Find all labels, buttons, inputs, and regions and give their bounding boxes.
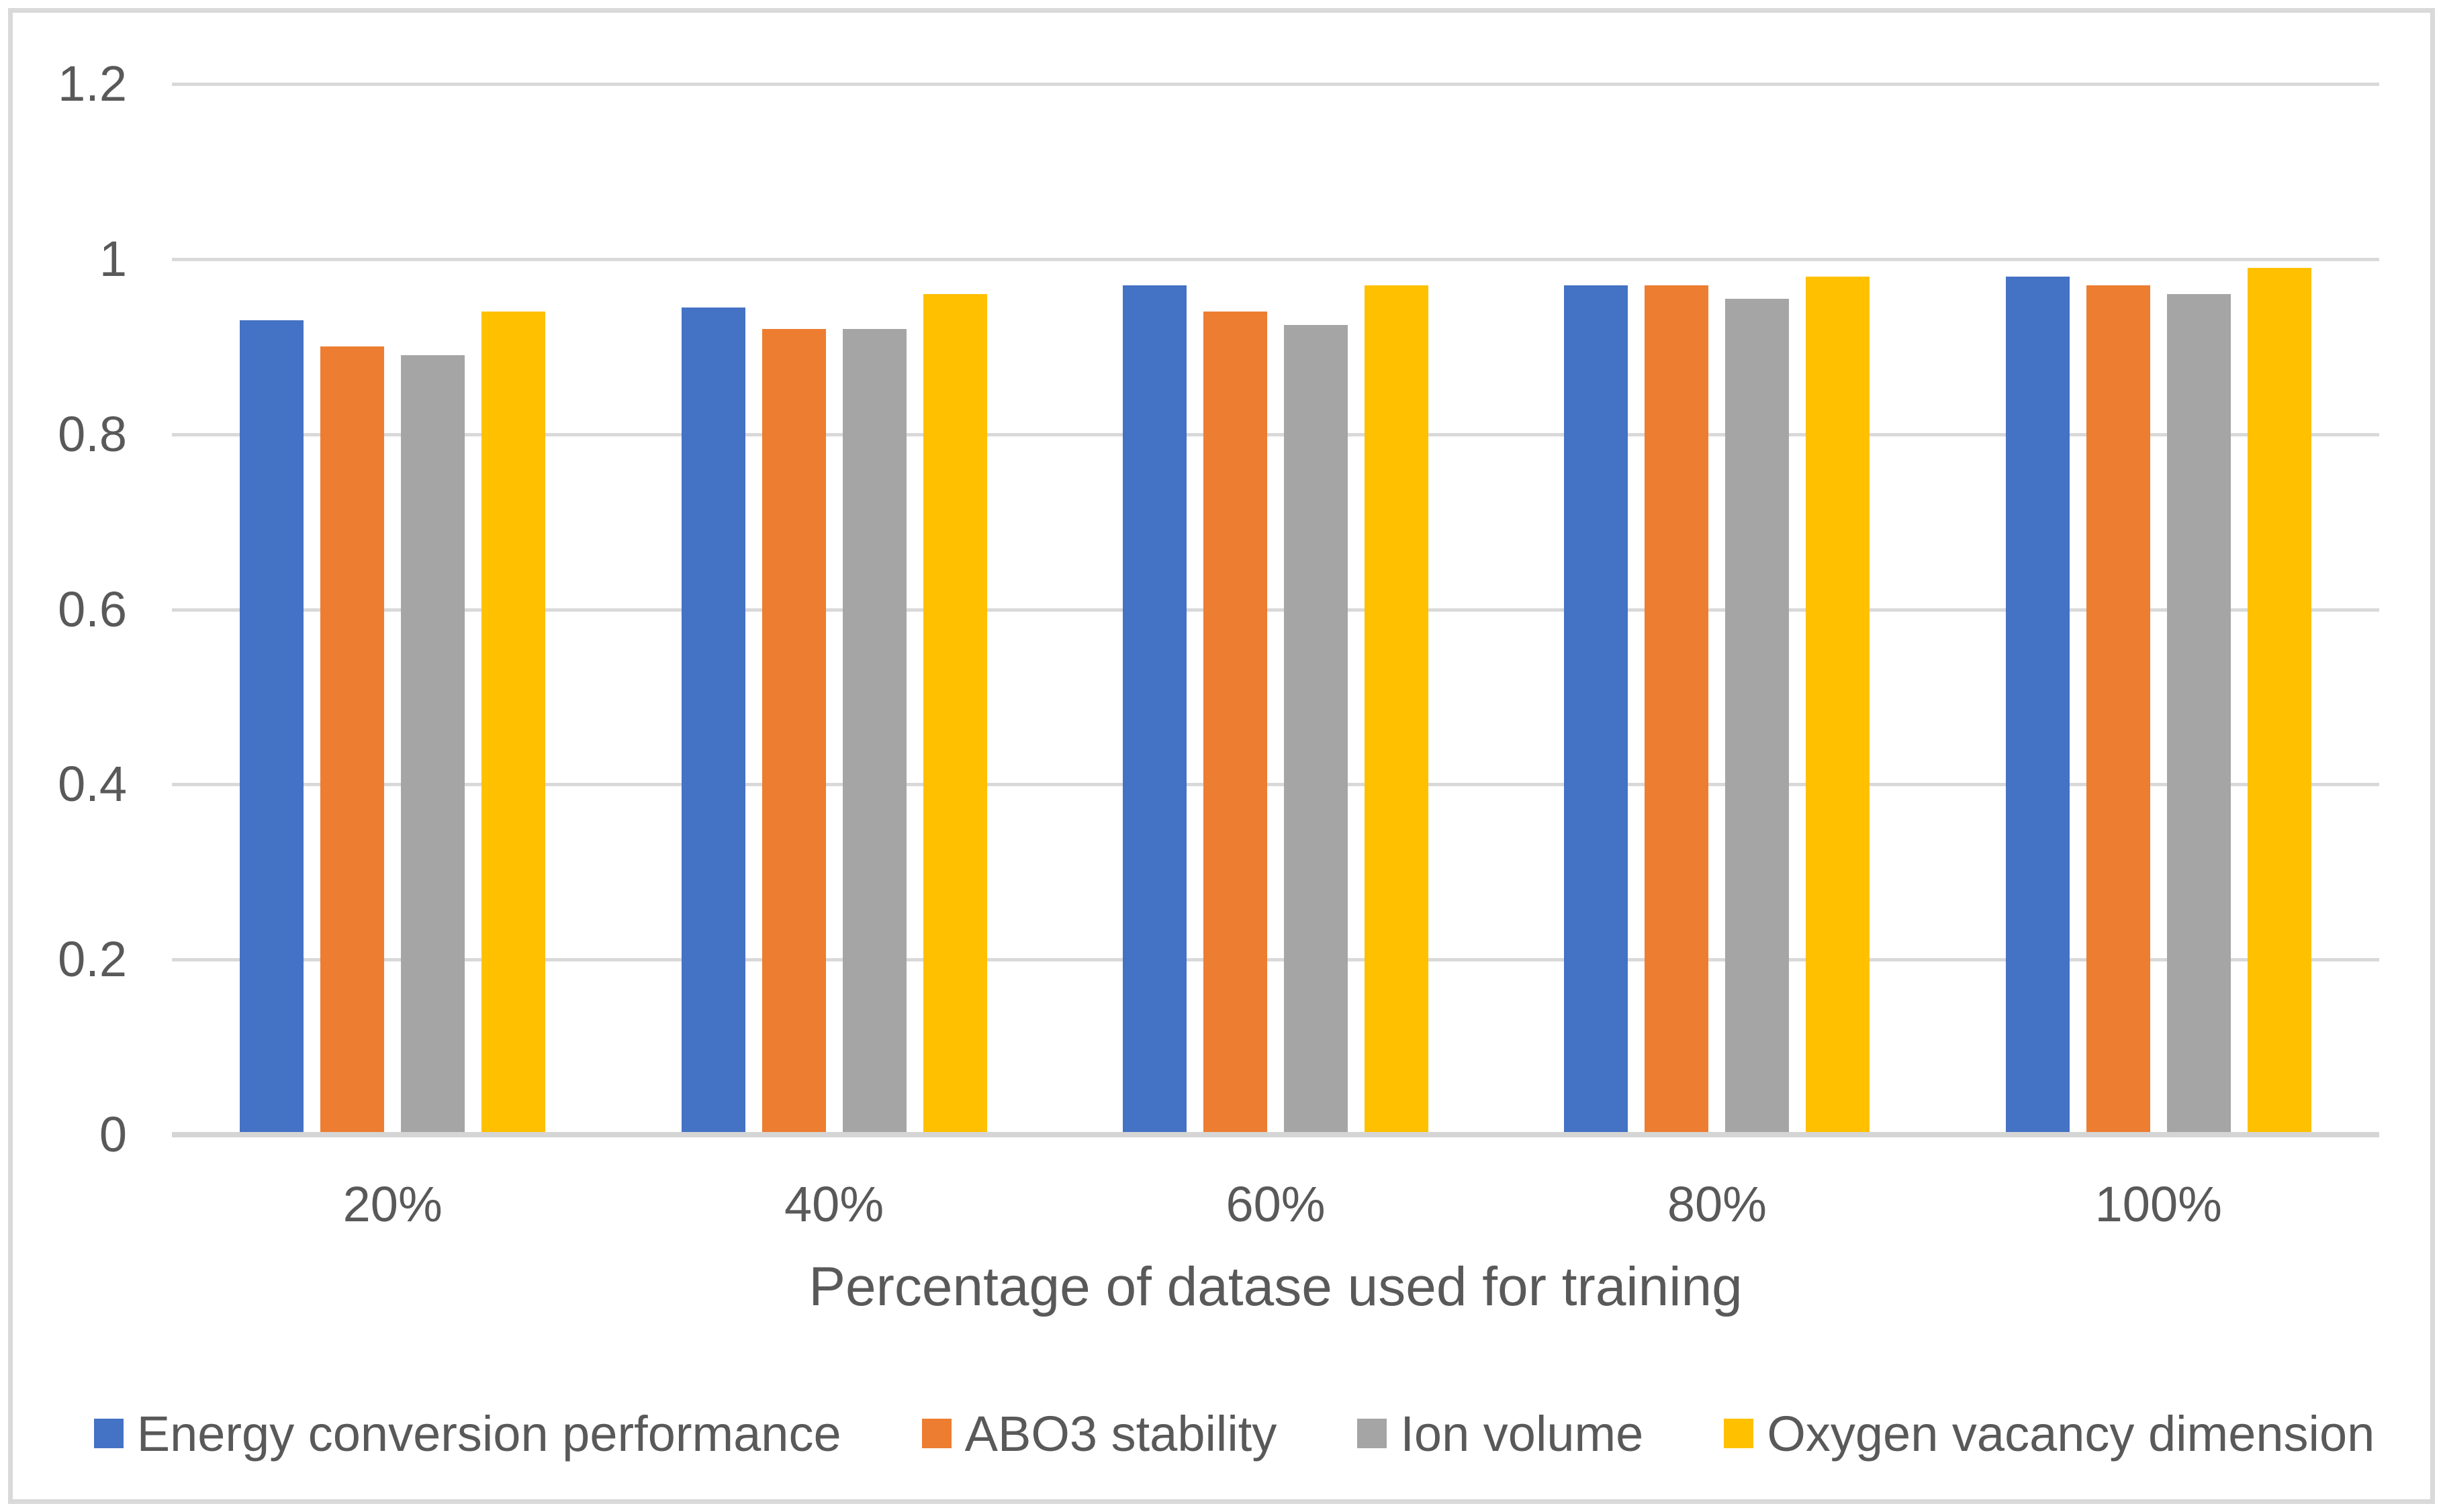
y-tick-label: 0.4 <box>58 756 127 812</box>
bar-group-80 <box>1496 84 1937 1135</box>
legend-item-energy-conversion-performance: Energy conversion performance <box>93 1405 841 1462</box>
legend-label: Oxygen vacancy dimension <box>1767 1405 2375 1462</box>
y-tick-label: 1.2 <box>58 56 127 111</box>
legend-item-abo3-stability: ABO3 stability <box>921 1405 1277 1462</box>
bar-abo3-stability-60 <box>1203 312 1267 1135</box>
bar-oxygen-vacancy-dimension-20 <box>481 312 546 1135</box>
chart-frame: 1.2 1 0.8 0.6 0.4 0.2 0 20% 40% 60% 80% 100% Perce… <box>8 8 2435 1504</box>
x-axis-line <box>172 1132 2379 1137</box>
x-tick-label-80: 80% <box>1667 1176 1767 1232</box>
bar-energy-conversion-performance-80 <box>1564 285 1628 1135</box>
x-tick-label-100: 100% <box>2094 1176 2222 1232</box>
bar-ion-volume-20 <box>401 355 465 1135</box>
legend-label: Energy conversion performance <box>136 1405 841 1462</box>
legend-swatch-ion-volume <box>1357 1419 1387 1448</box>
legend-swatch-energy-conversion-performance <box>93 1419 124 1448</box>
gridline-y-0.6 <box>172 608 2379 612</box>
y-tick-label: 0.2 <box>58 931 127 988</box>
bar-oxygen-vacancy-dimension-80 <box>1806 276 1870 1135</box>
gridline-y-1.2 <box>172 83 2379 86</box>
x-tick-label-60: 60% <box>1226 1176 1326 1232</box>
bar-group-100 <box>1938 84 2379 1135</box>
bar-ion-volume-80 <box>1725 298 1790 1135</box>
bar-energy-conversion-performance-40 <box>681 307 745 1135</box>
bar-oxygen-vacancy-dimension-40 <box>923 294 987 1135</box>
x-tick-label-40: 40% <box>784 1176 884 1232</box>
x-axis-title: Percentage of datase used for training <box>809 1256 1743 1317</box>
gridline-y-0.2 <box>172 958 2379 962</box>
bar-energy-conversion-performance-20 <box>240 320 304 1135</box>
bar-abo3-stability-20 <box>320 346 385 1135</box>
legend-label: Ion volume <box>1400 1405 1644 1462</box>
plot-area <box>172 83 2379 1137</box>
bar-ion-volume-40 <box>842 329 907 1135</box>
x-tick-label-20: 20% <box>342 1176 443 1232</box>
bar-energy-conversion-performance-60 <box>1122 285 1187 1135</box>
bar-ion-volume-60 <box>1283 324 1348 1135</box>
gridline-y-0.4 <box>172 783 2379 787</box>
bar-abo3-stability-40 <box>762 329 826 1135</box>
legend-label: ABO3 stability <box>964 1405 1277 1462</box>
bar-group-60 <box>1055 84 1496 1135</box>
bar-group-20 <box>172 84 613 1135</box>
legend: Energy conversion performance ABO3 stabil… <box>13 1401 2443 1466</box>
gridline-y-1 <box>172 257 2379 261</box>
y-tick-label: 0 <box>99 1106 127 1162</box>
y-tick-label: 0.6 <box>58 581 127 637</box>
bar-oxygen-vacancy-dimension-100 <box>2247 267 2311 1135</box>
legend-swatch-abo3-stability <box>921 1419 952 1448</box>
bar-abo3-stability-80 <box>1645 285 1709 1135</box>
y-tick-label: 0.8 <box>58 406 127 462</box>
y-tick-label: 1 <box>99 230 127 287</box>
gridline-y-0.8 <box>172 432 2379 436</box>
bar-abo3-stability-100 <box>2086 285 2150 1135</box>
bar-oxygen-vacancy-dimension-60 <box>1364 285 1428 1135</box>
bar-ion-volume-100 <box>2166 294 2231 1135</box>
legend-swatch-oxygen-vacancy-dimension <box>1724 1419 1754 1448</box>
legend-item-ion-volume: Ion volume <box>1357 1405 1643 1462</box>
legend-item-oxygen-vacancy-dimension: Oxygen vacancy dimension <box>1724 1405 2375 1462</box>
bar-energy-conversion-performance-100 <box>2005 276 2070 1135</box>
bar-group-40 <box>613 84 1054 1135</box>
